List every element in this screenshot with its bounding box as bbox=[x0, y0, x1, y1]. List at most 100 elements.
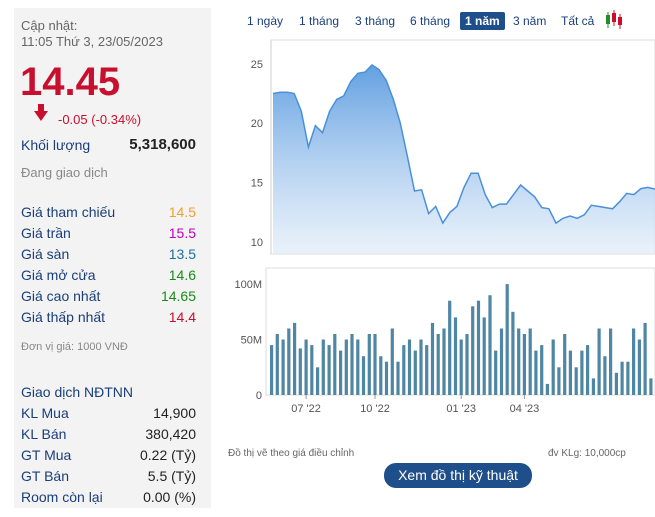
volume-bar bbox=[534, 350, 538, 395]
stat-label: Giá mở cửa bbox=[21, 267, 96, 283]
volume-unit-note: đv KLg: 10,000cp bbox=[548, 448, 626, 459]
foreign-label: KL Bán bbox=[21, 426, 67, 442]
volume-bar bbox=[482, 317, 486, 395]
volume-bar bbox=[402, 345, 406, 395]
tab-6-months[interactable]: 6 tháng bbox=[410, 14, 451, 28]
volume-bar bbox=[390, 328, 394, 395]
quote-panel: Cập nhật: 11:05 Thứ 3, 23/05/2023 14.45 … bbox=[14, 8, 211, 508]
x-tick-label: 10 '22 bbox=[360, 403, 390, 415]
volume-bar bbox=[367, 334, 371, 395]
foreign-label: KL Mua bbox=[21, 405, 69, 421]
foreign-label: Room còn lại bbox=[21, 489, 103, 505]
price-line bbox=[272, 64, 655, 225]
stat-label: Giá trần bbox=[21, 225, 71, 241]
price-y-tick-label: 10 bbox=[251, 237, 263, 249]
price-area bbox=[273, 65, 655, 254]
tab-3-years[interactable]: 3 năm bbox=[513, 14, 547, 28]
stat-label: Giá tham chiếu bbox=[21, 204, 116, 220]
volume-bar bbox=[316, 367, 320, 395]
volume-bar bbox=[465, 334, 469, 395]
x-tick-label: 04 '23 bbox=[510, 403, 540, 415]
stat-label: Giá sàn bbox=[21, 246, 70, 262]
tab-3-months[interactable]: 3 tháng bbox=[355, 14, 396, 28]
volume-bar bbox=[270, 345, 274, 395]
volume-bar bbox=[632, 328, 636, 395]
volume-bar bbox=[333, 334, 337, 395]
volume-bar bbox=[511, 311, 515, 395]
foreign-trading-title: Giao dịch NĐTNN bbox=[21, 384, 134, 400]
volume-bar bbox=[287, 328, 291, 395]
price-change: -0.05 (-0.34%) bbox=[58, 112, 142, 127]
volume-bar bbox=[413, 350, 417, 395]
volume-bar bbox=[522, 334, 526, 395]
volume-bar bbox=[396, 361, 400, 395]
volume-bar bbox=[425, 345, 429, 395]
foreign-value: 5.5 (Tỷ) bbox=[147, 468, 196, 484]
price-y-tick-label: 25 bbox=[251, 59, 263, 71]
volume-bar bbox=[586, 345, 590, 395]
current-price: 14.45 bbox=[20, 60, 121, 104]
down-arrow-icon bbox=[38, 104, 44, 112]
tab-1-year[interactable]: 1 năm bbox=[460, 12, 505, 30]
volume-y-tick-label: 0 bbox=[256, 390, 262, 402]
volume-bar bbox=[275, 334, 279, 395]
volume-bar bbox=[356, 339, 360, 395]
volume-bar bbox=[442, 328, 446, 395]
volume-bar bbox=[339, 350, 343, 395]
volume-bar bbox=[293, 322, 297, 395]
volume-bar bbox=[436, 334, 440, 395]
volume-bar bbox=[620, 361, 624, 395]
volume-bar bbox=[545, 383, 549, 395]
volume-bar bbox=[517, 328, 521, 395]
volume-bar bbox=[304, 339, 308, 395]
volume-bar bbox=[453, 317, 458, 395]
candlestick-icon[interactable] bbox=[604, 10, 624, 30]
volume-bar bbox=[551, 339, 555, 395]
volume-chart: 100M 50M 0 07 '22 10 '22 01 '23 04 '23 bbox=[234, 267, 655, 415]
stat-label: Giá thấp nhất bbox=[21, 309, 106, 325]
foreign-value: 0.00 (%) bbox=[143, 489, 196, 505]
update-time: 11:05 Thứ 3, 23/05/2023 bbox=[21, 34, 163, 49]
volume-bar bbox=[597, 328, 601, 395]
volume-bar bbox=[281, 339, 285, 395]
volume-bar bbox=[603, 356, 607, 395]
volume-value: 5,318,600 bbox=[129, 136, 196, 153]
volume-bar bbox=[626, 361, 630, 395]
volume-bar bbox=[361, 356, 366, 395]
update-label: Cập nhật: bbox=[21, 18, 78, 33]
volume-bar bbox=[540, 345, 544, 395]
volume-bar bbox=[637, 339, 641, 395]
volume-bar bbox=[321, 339, 325, 395]
volume-bar bbox=[643, 322, 647, 395]
volume-bar bbox=[649, 378, 653, 395]
x-tick-label: 01 '23 bbox=[446, 403, 476, 415]
volume-bar bbox=[407, 339, 412, 395]
foreign-label: GT Mua bbox=[21, 447, 72, 463]
volume-bar bbox=[528, 328, 532, 395]
volume-label: Khối lượng bbox=[21, 137, 91, 153]
volume-bar bbox=[471, 306, 475, 395]
volume-bar bbox=[568, 350, 572, 395]
volume-bar bbox=[591, 378, 595, 395]
volume-bar bbox=[557, 367, 561, 395]
stat-label: Giá cao nhất bbox=[21, 288, 101, 304]
volume-bar bbox=[505, 284, 509, 395]
tab-1-month[interactable]: 1 tháng bbox=[299, 14, 340, 28]
volume-bar bbox=[310, 345, 314, 395]
tab-1-day[interactable]: 1 ngày bbox=[247, 14, 284, 28]
adjusted-price-note: Đồ thị vẽ theo giá điều chỉnh bbox=[228, 448, 355, 459]
technical-chart-button[interactable]: Xem đồ thị kỹ thuật bbox=[384, 463, 532, 488]
stat-value: 13.5 bbox=[168, 246, 196, 262]
volume-bar bbox=[379, 356, 383, 395]
trading-status: Đang giao dịch bbox=[21, 165, 108, 180]
volume-bar bbox=[298, 348, 302, 395]
stat-value: 14.5 bbox=[168, 204, 196, 220]
volume-y-tick-label: 50M bbox=[241, 335, 262, 347]
volume-bar bbox=[580, 350, 584, 395]
tab-all[interactable]: Tất cả bbox=[561, 14, 595, 28]
volume-bar bbox=[373, 334, 377, 395]
foreign-value: 0.22 (Tỷ) bbox=[139, 447, 196, 463]
down-arrow-head-icon bbox=[34, 111, 48, 121]
volume-bar bbox=[419, 339, 423, 395]
volume-bar bbox=[574, 367, 578, 395]
